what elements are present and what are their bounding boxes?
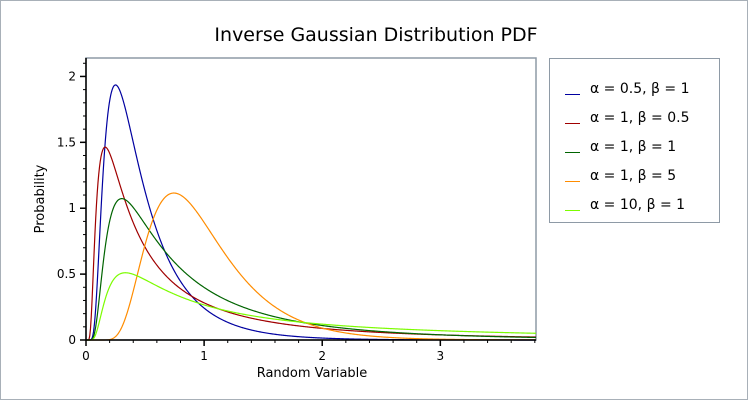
chart-title: Inverse Gaussian Distribution PDF — [214, 24, 537, 46]
y-tick-label: 1.5 — [57, 135, 76, 149]
plot-area — [85, 57, 537, 341]
y-axis-label: Probability — [33, 164, 48, 233]
legend-item: α = 0.5, β = 1 — [565, 79, 690, 99]
x-axis-label: Random Variable — [257, 366, 368, 381]
y-tick-label: 1 — [68, 201, 76, 215]
legend-item: α = 1, β = 0.5 — [565, 108, 690, 128]
x-tick-label: 3 — [437, 349, 445, 363]
legend-swatch — [565, 180, 580, 182]
y-tick-label: 0.5 — [57, 267, 76, 281]
legend-label: α = 1, β = 5 — [590, 168, 677, 184]
x-tick-label: 1 — [200, 349, 208, 363]
legend-label: α = 10, β = 1 — [590, 197, 686, 213]
legend-item: α = 10, β = 1 — [565, 195, 685, 215]
y-tick-label: 2 — [68, 69, 76, 83]
series-line-2 — [86, 198, 537, 341]
legend-swatch — [565, 93, 580, 95]
legend-swatch — [565, 122, 580, 124]
x-tick-label: 2 — [318, 349, 326, 363]
series-line-4 — [86, 272, 537, 341]
y-tick-label: 0 — [68, 333, 76, 347]
x-tick-label: 0 — [82, 349, 90, 363]
axes: 0 0.5 1 1.5 2 0 1 2 3 — [57, 58, 536, 363]
legend-item: α = 1, β = 1 — [565, 137, 676, 157]
legend-label: α = 1, β = 1 — [590, 139, 677, 155]
legend-swatch — [565, 209, 580, 211]
legend-label: α = 1, β = 0.5 — [590, 110, 690, 126]
legend-item: α = 1, β = 5 — [565, 166, 676, 186]
legend: α = 0.5, β = 1 α = 1, β = 0.5 α = 1, β = 1… — [549, 58, 720, 223]
legend-label: α = 0.5, β = 1 — [590, 81, 690, 97]
legend-swatch — [565, 151, 580, 153]
